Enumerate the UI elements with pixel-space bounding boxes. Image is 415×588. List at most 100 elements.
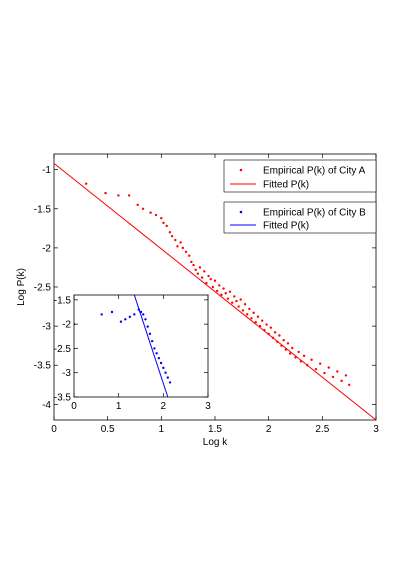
main-y-ticks: -1-1.5-2-2.5-3-3.5-4	[34, 165, 376, 411]
inset-y-tick-label: -3.5	[54, 393, 72, 404]
main-data-point	[160, 216, 163, 220]
inset-data-point	[119, 320, 123, 323]
legend-city-a-marker	[239, 168, 243, 172]
main-data-point	[347, 383, 351, 386]
inset-fit-line	[133, 295, 169, 397]
main-data-point	[314, 367, 318, 371]
main-data-point	[237, 305, 240, 308]
main-x-axis-label: Log k	[203, 437, 228, 448]
main-data-point	[302, 354, 306, 358]
main-data-point	[165, 224, 168, 228]
main-data-point	[215, 289, 219, 293]
main-data-point	[222, 287, 225, 290]
main-y-tick-label: -2	[42, 243, 51, 254]
inset-data-point	[100, 313, 103, 316]
main-x-tick-label: 1.5	[208, 424, 222, 435]
main-data-point	[170, 234, 174, 238]
legend-city-b-label: Empirical P(k) of City B	[263, 208, 366, 219]
main-data-point	[188, 254, 191, 257]
inset-y-tick-label: -2	[62, 320, 71, 331]
main-data-point	[291, 346, 294, 350]
main-data-point	[233, 295, 236, 298]
inset-data-point	[153, 347, 156, 350]
main-data-point	[331, 375, 335, 379]
main-data-point	[198, 266, 202, 269]
main-data-point	[203, 270, 206, 273]
main-data-point	[228, 290, 232, 293]
main-data-point	[288, 352, 292, 355]
main-y-axis-label: Log P(k)	[16, 268, 27, 306]
main-data-point	[220, 293, 223, 297]
main-data-point	[117, 194, 120, 197]
main-data-point	[176, 245, 179, 248]
main-data-point	[168, 231, 172, 234]
main-data-point	[211, 285, 215, 289]
main-data-point	[250, 317, 253, 320]
main-series	[54, 162, 376, 420]
main-data-point	[273, 331, 277, 334]
inset-y-tick-label: -2.5	[54, 344, 72, 355]
main-data-point	[205, 281, 208, 285]
main-data-point	[174, 238, 177, 242]
main-x-tick-label: 2	[266, 424, 272, 435]
inset-data-point	[146, 325, 149, 328]
main-x-ticks: 0 0.5 1 1.5 2 2.5 3	[51, 154, 379, 435]
inset-data-point	[150, 339, 154, 343]
main-data-point	[154, 213, 158, 217]
main-data-point	[310, 358, 313, 361]
main-data-point	[200, 276, 204, 279]
main-data-point	[184, 250, 188, 253]
inset-series	[74, 295, 172, 397]
main-data-point	[230, 301, 234, 304]
main-data-point	[340, 379, 343, 383]
main-fit-line	[54, 162, 376, 420]
main-data-point	[194, 268, 197, 271]
main-data-point	[286, 342, 290, 345]
main-data-point	[226, 297, 230, 300]
main-data-point	[241, 309, 245, 312]
main-data-point	[297, 350, 300, 354]
main-data-point	[327, 366, 330, 369]
main-data-point	[196, 272, 200, 275]
legend-city-a-label: Empirical P(k) of City A	[263, 166, 366, 177]
inset-data-point	[157, 356, 161, 360]
main-data-point	[248, 307, 251, 311]
legend-city-b-marker	[239, 210, 243, 214]
main-data-point	[127, 194, 131, 197]
main-data-point	[149, 211, 152, 214]
main-y-tick-label: -3	[42, 322, 51, 333]
main-y-tick-label: -4	[42, 400, 51, 411]
main-data-point	[318, 362, 322, 365]
main-data-point	[265, 323, 268, 326]
main-data-point	[235, 299, 238, 303]
inset-data-point	[148, 332, 152, 336]
main-data-point	[218, 284, 221, 287]
main-x-tick-label: 3	[373, 424, 379, 435]
main-y-tick-label: -2.5	[34, 283, 52, 294]
inset-data-point	[155, 352, 158, 355]
inset-y-tick-label: -1.5	[54, 295, 72, 306]
inset-data-point	[168, 381, 172, 384]
main-data-point	[141, 207, 145, 210]
main-data-point	[224, 292, 227, 295]
main-data-point	[85, 182, 88, 185]
main-x-tick-label: 0	[51, 424, 57, 435]
inset-data-point	[142, 313, 145, 316]
inset-data-point	[164, 371, 167, 374]
main-data-point	[192, 263, 195, 267]
legend-city-b: Empirical P(k) of City B Fitted P(k)	[223, 201, 377, 234]
inset-plot: 0 1 2 3 -1.5 -2 -2.5 -3 -3.5	[54, 294, 211, 412]
inset-x-tick-label: 0	[71, 401, 77, 412]
main-x-tick-label: 1	[159, 424, 165, 435]
main-data-point	[278, 334, 281, 337]
main-data-point	[269, 326, 273, 329]
main-data-point	[323, 371, 326, 375]
inset-x-tick-label: 1	[116, 401, 122, 412]
main-data-point	[104, 191, 107, 195]
main-data-point	[179, 241, 182, 244]
main-data-point	[252, 311, 255, 315]
main-data-point	[190, 260, 193, 264]
legend-city-b-fit-label: Fitted P(k)	[263, 221, 309, 232]
main-data-point	[243, 303, 247, 306]
